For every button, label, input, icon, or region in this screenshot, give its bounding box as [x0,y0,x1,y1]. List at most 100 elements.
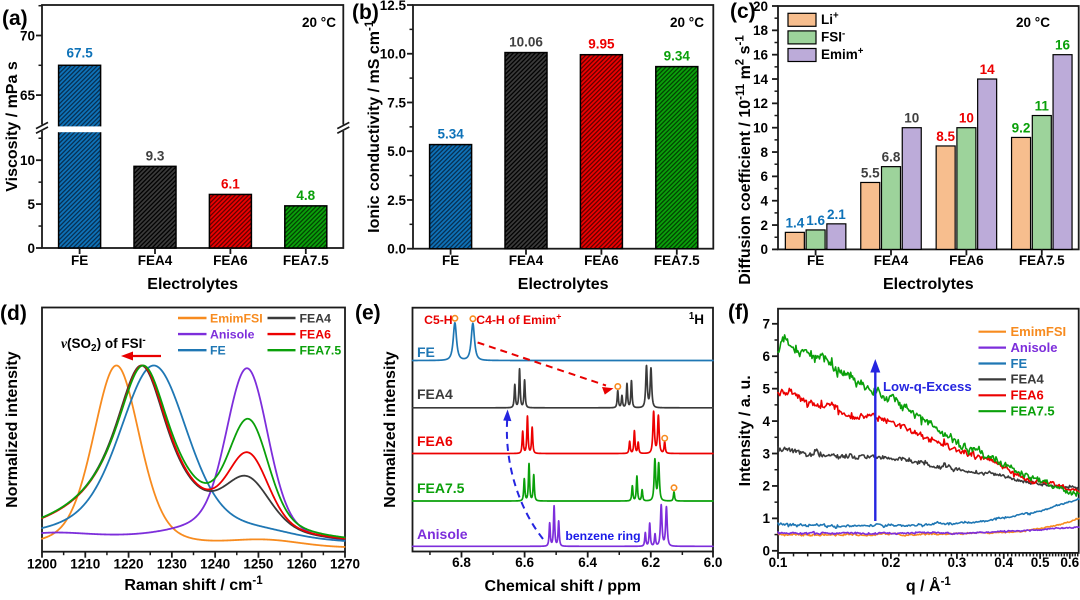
svg-text:FEA4: FEA4 [138,253,173,268]
svg-text:FEA7.5: FEA7.5 [1011,404,1055,419]
svg-text:2: 2 [762,479,770,494]
svg-text:Electrolytes: Electrolytes [147,276,238,293]
svg-text:4: 4 [760,194,768,209]
svg-text:20 °C: 20 °C [1016,15,1050,30]
svg-text:C4-H of Emim+: C4-H of Emim+ [476,311,561,327]
svg-text:1260: 1260 [287,557,317,572]
svg-text:3: 3 [762,446,770,461]
svg-text:1220: 1220 [114,557,144,572]
svg-text:FEA7.5: FEA7.5 [300,344,342,358]
svg-text:11: 11 [1035,99,1050,114]
svg-text:16: 16 [1055,38,1071,53]
svg-text:6.6: 6.6 [515,555,534,570]
svg-text:Normalized intensity: Normalized intensity [382,351,399,508]
svg-text:10: 10 [904,111,919,126]
svg-text:Diffusion coefficient / 10-11: Diffusion coefficient / 10-11 m2 s-1 [735,35,755,285]
svg-text:10: 10 [753,121,768,136]
svg-text:10.0: 10.0 [380,47,406,62]
svg-text:(c): (c) [730,0,756,23]
svg-text:FSI-: FSI- [821,28,845,44]
svg-text:6.8: 6.8 [452,555,471,570]
svg-text:5.0: 5.0 [387,144,406,159]
svg-text:9.34: 9.34 [664,49,691,64]
svg-text:7: 7 [762,317,770,332]
svg-text:12: 12 [753,96,768,111]
svg-text:9.95: 9.95 [588,37,615,52]
svg-text:9.3: 9.3 [146,148,165,163]
svg-text:1210: 1210 [70,557,100,572]
svg-text:8: 8 [760,145,768,160]
svg-text:FEA6: FEA6 [584,253,619,268]
svg-text:1.4: 1.4 [785,215,804,230]
svg-text:0.5: 0.5 [1031,555,1050,570]
svg-text:6.8: 6.8 [882,150,901,165]
svg-text:FE: FE [442,253,459,268]
svg-text:benzene ring: benzene ring [565,529,640,543]
svg-text:16: 16 [753,47,769,62]
svg-text:12.5: 12.5 [380,0,407,13]
svg-text:Electrolytes: Electrolytes [518,276,609,293]
svg-text:FE: FE [1011,356,1028,371]
svg-text:FEA4: FEA4 [874,253,909,268]
svg-text:1.6: 1.6 [806,213,825,228]
svg-text:9.2: 9.2 [1012,120,1031,135]
svg-text:1240: 1240 [200,557,230,572]
svg-text:5: 5 [762,381,770,396]
svg-text:Low-q-Excess: Low-q-Excess [883,379,972,394]
svg-text:10: 10 [959,111,974,126]
svg-text:65: 65 [20,88,36,103]
svg-text:18: 18 [753,23,769,38]
svg-text:20 °C: 20 °C [302,15,336,30]
svg-text:2.5: 2.5 [387,193,406,208]
svg-text:0.0: 0.0 [387,242,406,257]
svg-text:FEA7.5: FEA7.5 [1019,253,1065,268]
svg-text:1250: 1250 [243,557,273,572]
svg-text:0.2: 0.2 [881,555,900,570]
svg-text:20: 20 [753,0,768,14]
svg-text:5: 5 [27,197,35,212]
svg-text:0.6: 0.6 [1060,555,1079,570]
svg-text:Viscosity / mPa s: Viscosity / mPa s [4,61,21,192]
svg-text:6: 6 [762,349,770,364]
svg-text:(f): (f) [728,301,749,324]
svg-text:4: 4 [762,414,770,429]
svg-text:0: 0 [27,241,35,256]
svg-text:4.8: 4.8 [296,188,315,203]
svg-text:(a): (a) [2,7,28,30]
svg-text:1: 1 [762,511,770,526]
svg-text:Intensity / a. u.: Intensity / a. u. [737,375,754,486]
svg-text:Ionic conductivity / mS cm-1: Ionic conductivity / mS cm-1 [364,20,383,233]
svg-text:FEA4: FEA4 [417,386,453,402]
svg-text:7.5: 7.5 [387,95,406,110]
svg-text:1230: 1230 [157,557,187,572]
svg-text:0.3: 0.3 [948,555,967,570]
svg-text:Emim+: Emim+ [821,46,864,62]
svg-text:FE: FE [807,253,824,268]
svg-text:2: 2 [760,218,768,233]
svg-text:FE: FE [417,344,435,360]
svg-text:FEA6: FEA6 [300,327,332,341]
svg-text:EmimFSI: EmimFSI [1011,324,1067,339]
svg-text:FEA6: FEA6 [1011,388,1044,403]
svg-text:FEA6: FEA6 [213,253,248,268]
svg-text:Normalized intensity: Normalized intensity [4,351,21,508]
svg-text:FEA6: FEA6 [417,433,453,449]
svg-text:70: 70 [20,28,35,43]
svg-text:1200: 1200 [27,557,57,572]
svg-text:C5-H: C5-H [424,313,452,327]
svg-text:FEA4: FEA4 [1011,372,1045,387]
svg-text:6.0: 6.0 [704,555,723,570]
svg-text:10: 10 [20,153,35,168]
svg-text:FEA6: FEA6 [949,253,984,268]
svg-text:Electrolytes: Electrolytes [883,276,974,293]
svg-text:Anisole: Anisole [1011,340,1058,355]
svg-text:Anisole: Anisole [210,327,255,341]
svg-text:1H: 1H [689,311,704,327]
svg-text:FEA7.5: FEA7.5 [654,253,700,268]
svg-text:0: 0 [760,242,768,257]
svg-text:6: 6 [760,169,768,184]
svg-text:0: 0 [762,544,770,559]
svg-text:5.5: 5.5 [861,165,880,180]
svg-text:6.1: 6.1 [221,176,240,191]
svg-text:FEA4: FEA4 [509,253,544,268]
